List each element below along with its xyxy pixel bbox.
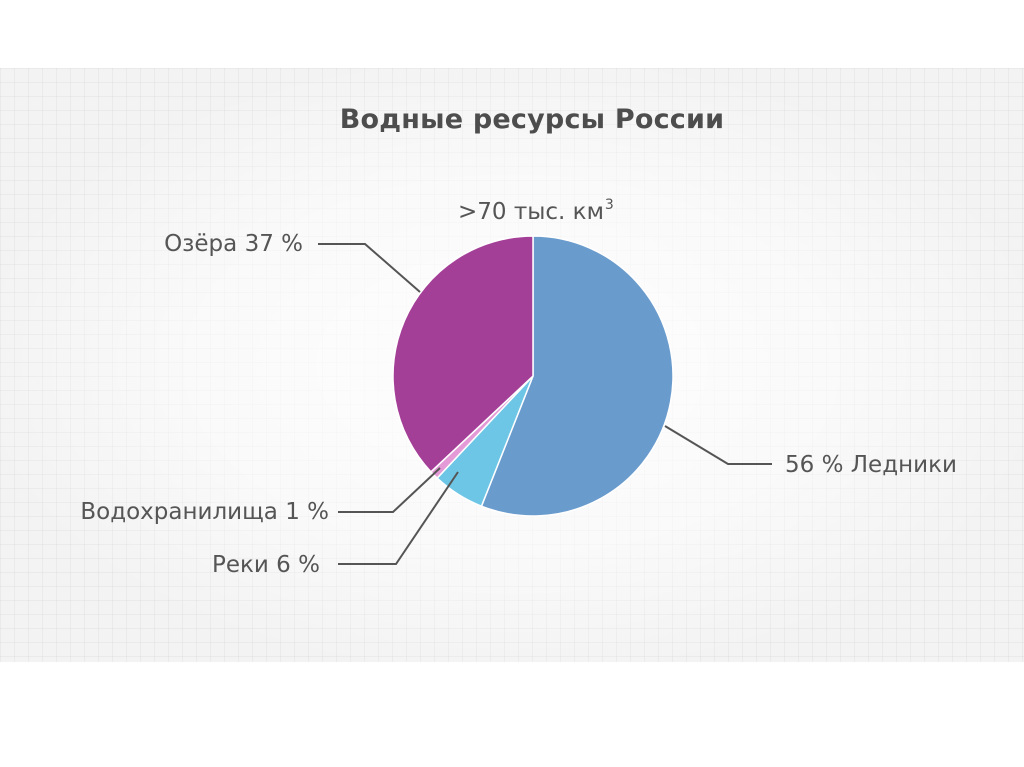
leader-line-2 bbox=[338, 471, 459, 565]
slice-label-2: Реки 6 % bbox=[212, 552, 320, 578]
chart-subtitle: >70 тыс. км3 bbox=[458, 197, 614, 225]
leader-line-3 bbox=[338, 467, 441, 513]
chart-title: Водные ресурсы России bbox=[339, 104, 725, 135]
pie-chart: 56 % Ледники Реки 6 % Водохранилища 1 % Озё… bbox=[80, 231, 957, 578]
subtitle-superscript: 3 bbox=[604, 197, 614, 213]
pie-slice-1 bbox=[480, 235, 674, 517]
slice-label-4: Озёра 37 % bbox=[164, 231, 303, 257]
slice-labels: 56 % Ледники Реки 6 % Водохранилища 1 % Озё… bbox=[80, 231, 957, 578]
slice-label-1: 56 % Ледники bbox=[785, 452, 957, 478]
leader-lines bbox=[318, 243, 772, 565]
slice-label-3: Водохранилища 1 % bbox=[80, 499, 329, 525]
leader-line-4 bbox=[318, 243, 421, 293]
subtitle-text: >70 тыс. км bbox=[458, 199, 604, 225]
slide-background: Водные ресурсы России >70 тыс. км3 56 % … bbox=[0, 68, 1024, 662]
leader-line-1 bbox=[664, 425, 772, 465]
pie-slice-4 bbox=[392, 235, 534, 473]
pie-slices bbox=[392, 235, 674, 517]
